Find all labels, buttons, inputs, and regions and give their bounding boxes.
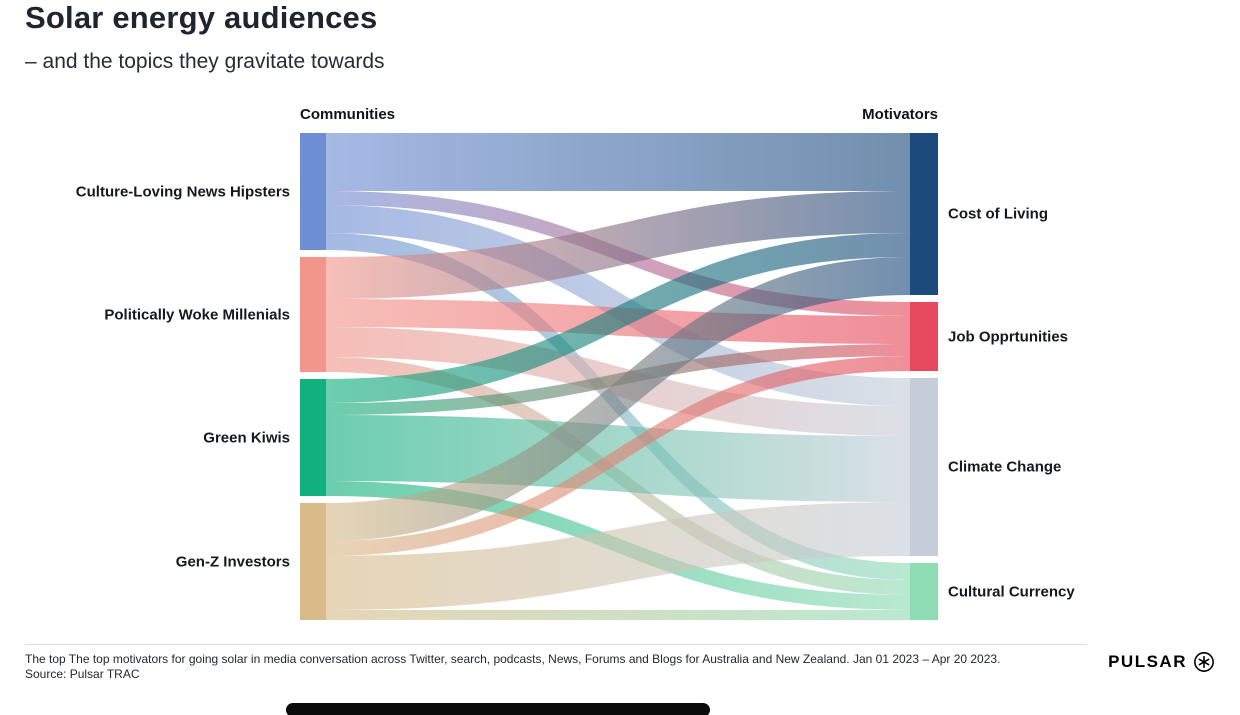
chart-title: Solar energy audiences [25,0,378,35]
community-label-politically-woke-millenials: Politically Woke Millenials [104,306,290,323]
motivator-label-climate-change: Climate Change [948,458,1062,476]
sankey-link [326,356,910,556]
bottom-bar [286,703,710,715]
sankey-link [326,205,910,406]
column-header-communities: Communities [300,106,396,123]
sankey-link [326,344,910,415]
chart-footer: The top The top motivators for going sol… [25,644,1087,682]
motivator-label-cultural-currency: Cultural Currency [948,583,1075,600]
sankey-node-source [300,133,326,250]
sankey-node-source [300,257,326,372]
pulsar-wordmark: PULSAR [1108,652,1187,671]
motivator-label-job-opprtunities: Job Opprtunities [948,328,1068,345]
sankey-node-source [300,379,326,496]
column-header-motivators: Motivators [862,106,938,123]
sankey-diagram [300,133,938,620]
sankey-node-target [910,563,938,620]
sankey-node-target [910,378,938,556]
sankey-link [326,502,910,610]
sankey-node-target [910,133,938,295]
pulsar-asterisk-icon [1194,652,1214,672]
sankey-link [326,610,910,620]
motivator-label-cost-of-living: Cost of Living [948,205,1048,223]
sankey-link [326,233,910,403]
sankey-link [326,133,910,191]
chart-caption: The top The top motivators for going sol… [25,652,1001,666]
chart-subtitle: – and the topics they gravitate towards [25,50,385,73]
chart-source: Source: Pulsar TRAC [25,667,140,681]
community-label-green-kiwis: Green Kiwis [203,429,290,446]
pulsar-logo: PULSAR [1108,651,1215,673]
sankey-link [326,257,910,541]
sankey-link [326,191,910,299]
community-label-culture-loving-news-hipsters: Culture-Loving News Hipsters [75,183,290,200]
sankey-node-source [300,503,326,620]
community-label-gen-z-investors: Gen-Z Investors [175,553,290,570]
sankey-node-target [910,302,938,371]
